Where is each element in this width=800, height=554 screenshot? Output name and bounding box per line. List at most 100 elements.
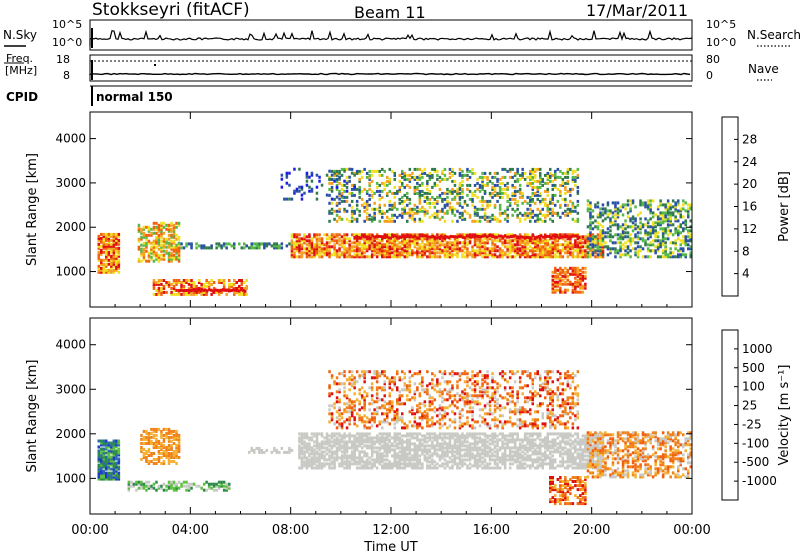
power-cell — [167, 223, 171, 227]
velocity-cell — [330, 454, 334, 458]
power-cell — [333, 247, 336, 251]
power-cell — [228, 242, 231, 246]
power-cell — [408, 211, 412, 215]
velocity-cell — [461, 444, 464, 448]
power-cell — [523, 236, 527, 240]
velocity-cell — [328, 454, 331, 458]
power-cell — [328, 245, 331, 249]
velocity-cell — [340, 450, 344, 454]
power-cell — [298, 233, 301, 237]
velocity-cell — [105, 471, 108, 475]
power-cell — [539, 167, 542, 171]
velocity-cell — [115, 465, 118, 469]
velocity-cell — [335, 454, 339, 458]
velocity-cell — [167, 486, 171, 490]
power-cell — [397, 236, 400, 240]
velocity-cell — [298, 432, 301, 436]
power-cell — [493, 233, 497, 237]
power-cell — [636, 227, 640, 231]
power-cell — [466, 251, 469, 255]
velocity-cell — [165, 433, 168, 437]
power-cell — [370, 189, 374, 193]
velocity-cell — [381, 466, 384, 470]
power-cell — [584, 235, 587, 239]
velocity-cell — [162, 454, 166, 457]
velocity-cell — [416, 462, 419, 466]
power-cell — [290, 251, 294, 255]
velocity-cell — [368, 460, 371, 464]
velocity-cell — [130, 484, 133, 488]
power-cell — [456, 189, 459, 193]
velocity-cell — [365, 434, 369, 438]
power-cell — [483, 207, 487, 211]
velocity-cell — [127, 480, 131, 484]
power-cell — [518, 219, 522, 223]
power-cell — [308, 253, 311, 257]
velocity-cell — [431, 436, 434, 440]
power-cell — [539, 245, 542, 249]
velocity-cell — [117, 467, 121, 471]
power-cell — [646, 231, 650, 235]
velocity-cell — [418, 448, 422, 452]
power-cell — [468, 237, 472, 241]
velocity-cell — [167, 452, 171, 455]
velocity-cell — [320, 440, 324, 444]
power-cell — [591, 209, 595, 213]
power-cell — [546, 251, 549, 255]
power-cell — [433, 239, 437, 243]
power-cell — [357, 236, 360, 239]
power-cell — [345, 195, 349, 199]
power-cell — [150, 249, 153, 253]
power-cell — [671, 233, 675, 237]
power-cell — [170, 292, 173, 296]
velocity-cell — [140, 450, 143, 453]
power-cell — [142, 247, 146, 251]
power-cell — [526, 211, 529, 215]
power-cell — [172, 235, 176, 239]
power-cell — [541, 253, 544, 257]
velocity-cell — [338, 446, 341, 450]
velocity-cell — [157, 452, 161, 455]
velocity-cell — [112, 449, 116, 453]
power-cell — [646, 243, 650, 247]
velocity-cell — [318, 452, 321, 456]
power-cell — [604, 209, 607, 213]
velocity-cell — [428, 434, 432, 438]
power-cell — [152, 279, 156, 282]
power-cell — [586, 199, 590, 203]
power-cell — [546, 209, 549, 213]
power-cell — [363, 219, 366, 223]
velocity-cell — [323, 454, 326, 458]
power-cell — [554, 282, 557, 286]
power-cell — [350, 247, 354, 251]
power-cell — [418, 195, 422, 199]
power-cell — [418, 197, 422, 201]
power-cell — [571, 171, 575, 175]
power-cell — [220, 279, 223, 282]
velocity-cell — [107, 443, 111, 447]
power-cell — [396, 245, 399, 249]
velocity-cell — [431, 442, 434, 446]
power-cell — [378, 205, 381, 209]
velocity-cell — [426, 456, 429, 460]
velocity-cell — [433, 466, 437, 470]
power-cell — [290, 245, 294, 249]
velocity-cell — [102, 471, 105, 475]
velocity-cell — [468, 454, 472, 458]
velocity-cell — [416, 466, 419, 470]
power-cell — [576, 270, 580, 274]
power-cell — [503, 239, 507, 243]
power-cell — [391, 241, 394, 245]
power-cell — [333, 243, 336, 247]
velocity-cell — [145, 431, 148, 435]
power-cell — [170, 253, 173, 257]
power-cell — [659, 201, 662, 205]
power-cell — [549, 247, 552, 251]
velocity-cell — [155, 439, 158, 443]
velocity-cell — [152, 482, 156, 486]
power-cell — [107, 234, 111, 238]
power-cell — [441, 171, 444, 175]
power-cell — [684, 227, 687, 231]
velocity-cell — [170, 435, 173, 439]
velocity-cell — [308, 444, 311, 448]
